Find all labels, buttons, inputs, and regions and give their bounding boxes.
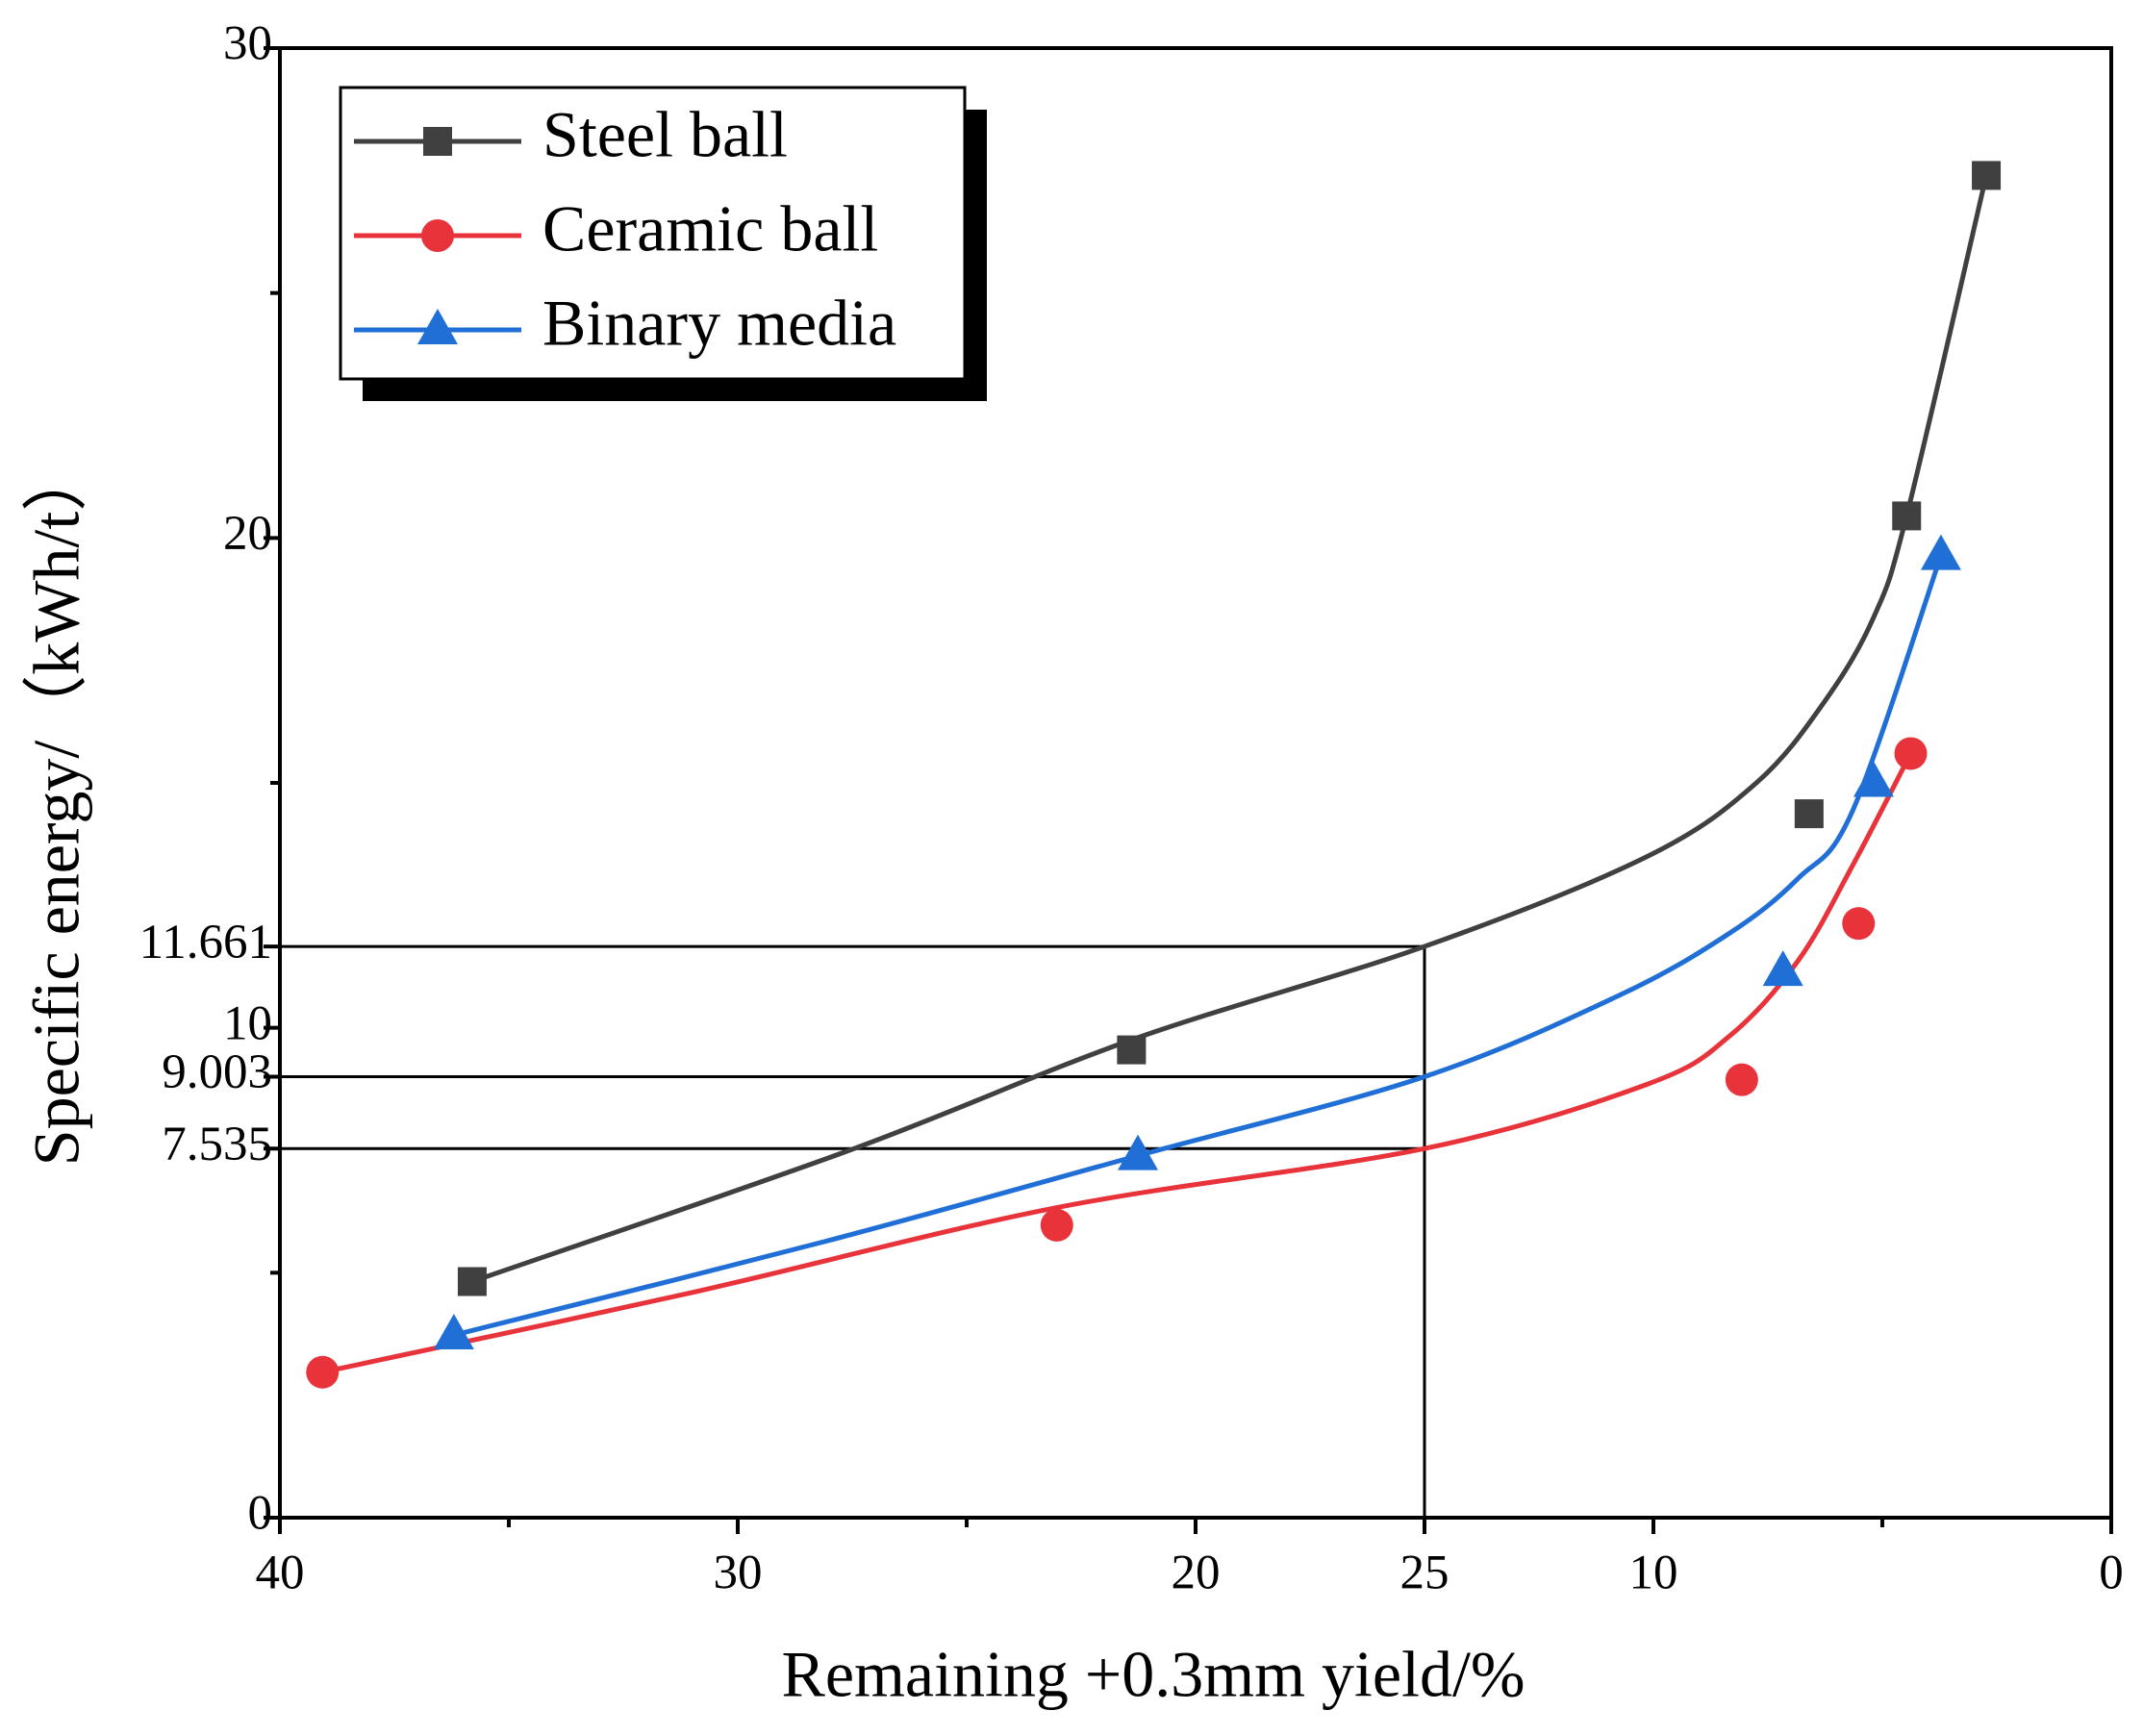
x-tick-label: 10	[1629, 1547, 1678, 1600]
marker	[457, 1267, 487, 1296]
marker	[1794, 799, 1824, 829]
y-tick-label: 7.535	[162, 1118, 272, 1171]
y-tick-label: 10	[223, 996, 272, 1050]
marker	[1040, 1208, 1073, 1242]
x-tick-label: 30	[714, 1547, 763, 1600]
x-tick-label: 40	[256, 1547, 305, 1600]
y-tick-label: 30	[223, 17, 272, 71]
marker	[1118, 1134, 1159, 1170]
marker	[417, 309, 458, 344]
x-tick-label: 25	[1400, 1547, 1450, 1600]
x-axis-label: Remaining +0.3mm yield/%	[781, 1638, 1525, 1711]
marker	[433, 1314, 474, 1350]
y-tick-label: 20	[223, 507, 272, 561]
x-tick-label: 20	[1172, 1547, 1221, 1600]
fit-curve	[321, 752, 1913, 1375]
x-tick-label: 0	[2099, 1547, 2124, 1600]
y-tick-label: 0	[248, 1487, 273, 1541]
marker	[423, 127, 452, 156]
marker	[1894, 737, 1928, 770]
fit-curve	[471, 174, 1989, 1284]
marker	[421, 219, 454, 252]
marker	[1892, 501, 1922, 531]
marker	[1725, 1063, 1758, 1096]
legend-label: Binary media	[542, 287, 896, 360]
fit-curve	[453, 554, 1944, 1338]
marker	[1920, 534, 1961, 570]
y-tick-label: 11.661	[139, 916, 272, 969]
y-axis-label: Specific energy/（kWh/t）	[20, 446, 93, 1166]
marker	[1762, 950, 1803, 987]
marker	[1117, 1035, 1147, 1065]
legend-label: Steel ball	[542, 98, 788, 171]
marker	[1853, 761, 1894, 797]
y-tick-label: 9.003	[162, 1045, 272, 1099]
marker	[306, 1355, 340, 1389]
marker	[1972, 161, 2002, 190]
marker	[1842, 907, 1876, 941]
legend-label: Ceramic ball	[542, 192, 878, 265]
